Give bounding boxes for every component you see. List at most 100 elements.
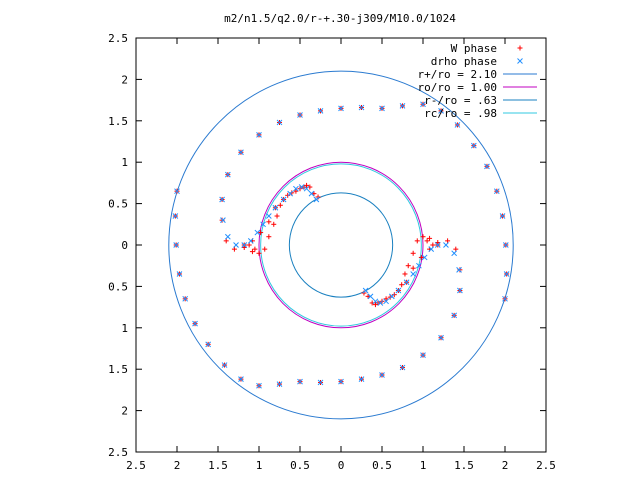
drho-phase-stroke [238,376,244,382]
legend-label: drho phase [431,55,497,68]
w-phase-point [258,230,264,236]
y-tick-label: 2 [121,405,128,418]
drho-phase-stroke [499,213,506,219]
drho-phase-stroke [293,185,299,192]
drho-phase-point [172,213,179,219]
w-phase-point [410,265,416,271]
drho-phase-stroke [272,204,279,211]
drho-phase-stroke [192,320,198,327]
drho-phase-point [303,185,310,192]
drho-phase-point [280,196,287,203]
w-phase-point [274,213,280,219]
legend-label: r-/ro = .63 [424,94,497,107]
legend-label: rc/ro = .98 [424,107,497,120]
drho-phase-stroke [358,376,365,382]
drho-phase-point [377,300,384,306]
drho-phase-point [182,295,189,302]
drho-phase-stroke [265,213,272,219]
w-phase-point [361,290,367,296]
w-phase-point [262,246,268,252]
drho-phase-stroke [238,149,244,156]
drho-phase-point [224,233,231,240]
w-phase-point [430,242,436,248]
drho-phase-point [416,262,422,269]
w-phase-point [391,292,397,298]
drho-phase-point [379,105,385,112]
x-tick-label: 0.5 [290,459,310,472]
w-phase-point [252,246,258,252]
drho-phase-stroke [438,108,444,114]
drho-phase-stroke [219,196,225,203]
drho-phase-point [358,104,365,111]
drho-phase-stroke [247,238,254,244]
drho-phase-point [219,196,225,203]
drho-phase-stroke [416,262,422,269]
data-markers [172,101,510,389]
drho-phase-point [317,108,324,114]
w-phase-point [246,242,252,248]
w-phase-point [289,190,295,196]
drho-phase-stroke [451,250,458,257]
w-phase-point [424,238,430,244]
drho-phase-point [174,188,180,195]
drho-phase-stroke [454,122,461,128]
drho-phase-point [517,58,523,64]
radius-circles [168,70,514,420]
drho-phase-point [451,312,458,319]
w-phase-point [277,202,283,208]
x-tick-label: 0.5 [372,459,392,472]
radius-circle [260,163,422,327]
drho-phase-point [233,242,239,248]
drho-phase-stroke [256,382,262,389]
y-tick-label: 1 [121,156,128,169]
drho-phase-stroke [502,242,509,248]
w-phase-point [285,192,291,198]
drho-phase-stroke [256,132,262,138]
w-phase-point [266,219,272,225]
drho-phase-point [499,213,506,219]
drho-phase-stroke [297,112,303,118]
drho-phase-stroke [438,334,444,341]
drho-phase-stroke [317,108,324,114]
y-tick-label: 2.5 [108,446,128,459]
x-tick-label: 1.5 [454,459,474,472]
drho-phase-point [421,254,428,261]
drho-phase-stroke [502,295,508,302]
drho-phase-stroke [176,271,183,277]
drho-phase-stroke [399,103,406,109]
drho-phase-point [395,287,402,294]
drho-phase-point [221,362,228,368]
drho-phase-stroke [503,271,510,277]
drho-phase-stroke [287,190,294,197]
drho-phase-point [297,378,303,385]
drho-phase-stroke [470,142,477,149]
drho-phase-stroke [317,379,324,386]
x-tick-label: 1 [256,459,263,472]
drho-phase-stroke [338,105,344,112]
drho-phase-point [456,266,462,273]
legend-label: r+/ro = 2.10 [418,68,497,81]
drho-phase-point [272,204,279,211]
drho-phase-stroke [379,105,385,112]
drho-phase-point [276,119,283,126]
legend-label: W phase [451,42,497,55]
w-phase-point [402,271,408,277]
drho-phase-stroke [182,295,189,302]
w-phase-point [383,296,389,302]
drho-phase-stroke [298,184,305,190]
drho-phase-point [293,185,299,192]
drho-phase-point [298,184,305,190]
w-phase-point [427,235,433,241]
drho-phase-stroke [221,362,228,368]
drho-phase-point [502,242,509,248]
drho-phase-stroke [456,266,462,273]
drho-phase-point [238,149,244,156]
drho-phase-point [502,295,508,302]
w-phase-point [453,246,459,252]
x-tick-label: 2.5 [536,459,556,472]
drho-phase-stroke [174,188,180,195]
x-tick-label: 0 [338,459,345,472]
drho-phase-stroke [377,300,384,306]
